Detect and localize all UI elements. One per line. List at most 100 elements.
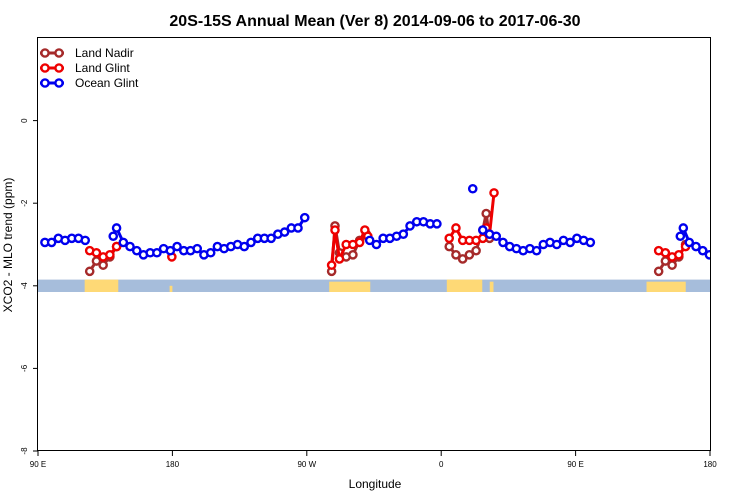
data-point — [713, 249, 720, 256]
y-tick-label: -2 — [20, 199, 29, 207]
data-point — [152, 247, 162, 258]
data-point — [172, 241, 182, 252]
data-point — [451, 223, 461, 233]
data-point — [266, 233, 276, 244]
data-point — [467, 183, 478, 194]
x-axis: 90 E 180 90 W 0 90 E 180 — [30, 451, 717, 469]
data-point — [131, 245, 142, 256]
data-point — [491, 231, 502, 242]
landmass-strip — [38, 279, 710, 292]
data-point — [293, 223, 303, 233]
y-tick-label: 0 — [20, 118, 29, 123]
data-point — [667, 260, 677, 270]
y-axis-label: XCO2 - MLO trend (ppm) — [1, 178, 15, 313]
data-point — [471, 245, 481, 256]
land-area — [84, 279, 119, 292]
data-point — [691, 241, 701, 252]
data-point — [279, 227, 290, 237]
land-area — [646, 281, 686, 292]
y-tick-label: -6 — [20, 364, 29, 372]
legend-marker — [54, 48, 64, 58]
data-point — [464, 250, 475, 260]
legend-marker — [54, 63, 64, 73]
data-point — [398, 229, 409, 239]
data-point — [444, 241, 455, 252]
data-point — [108, 231, 119, 242]
x-tick-label: 90 E — [567, 460, 583, 469]
series-ocean-glint — [40, 183, 740, 260]
data-point — [165, 245, 176, 256]
series-land-glint — [84, 188, 691, 270]
data-point — [675, 231, 686, 242]
data-point — [678, 223, 689, 233]
chart-title: 20S-15S Annual Mean (Ver 8) 2014-09-06 t… — [169, 13, 580, 30]
data-point — [299, 212, 310, 223]
data-point — [489, 188, 499, 198]
data-point — [326, 260, 337, 270]
data-point — [192, 243, 203, 254]
data-point — [246, 237, 256, 248]
data-point — [80, 235, 91, 246]
data-point — [733, 247, 740, 254]
data-point — [684, 237, 695, 248]
legend-label: Land Nadir — [75, 46, 134, 60]
land-area — [329, 281, 371, 292]
land-area — [446, 279, 483, 292]
data-point — [432, 219, 442, 229]
data-point — [405, 221, 415, 231]
data-point — [91, 247, 102, 258]
data-point — [726, 245, 733, 252]
legend-marker — [54, 78, 64, 88]
series-layer — [40, 183, 740, 277]
data-point — [697, 245, 708, 256]
data-point — [371, 239, 382, 250]
data-point — [84, 266, 95, 277]
y-axis: 0 -2 -4 -6 -8 — [20, 118, 38, 455]
legend-item: Land Glint — [40, 61, 130, 75]
x-tick-label: 90 E — [30, 460, 46, 469]
data-point — [98, 260, 108, 270]
x-tick-label: 180 — [703, 460, 717, 469]
x-axis-label: Longitude — [349, 477, 402, 491]
data-point — [205, 247, 216, 258]
data-point — [111, 223, 122, 233]
data-point — [585, 237, 596, 248]
data-point — [451, 250, 461, 260]
x-tick-label: 0 — [439, 460, 444, 469]
legend-marker — [40, 48, 50, 58]
y-tick-label: -4 — [20, 282, 29, 290]
x-tick-label: 180 — [166, 460, 180, 469]
data-point — [531, 245, 542, 256]
data-point — [653, 266, 664, 277]
data-point — [111, 241, 122, 252]
data-point — [334, 254, 345, 264]
legend-item: Ocean Glint — [40, 76, 139, 90]
data-point — [660, 247, 671, 258]
data-point — [364, 235, 375, 246]
ocean-band — [38, 279, 710, 292]
legend-label: Land Glint — [75, 61, 130, 75]
data-point — [354, 237, 365, 248]
data-point — [478, 225, 488, 235]
data-point — [348, 250, 358, 260]
data-point — [498, 237, 508, 248]
data-point — [239, 241, 250, 252]
legend-label: Ocean Glint — [75, 76, 139, 90]
legend-marker — [40, 63, 50, 73]
plot-frame — [37, 37, 711, 451]
legend-marker — [40, 78, 50, 88]
data-point — [674, 250, 684, 260]
land-area — [169, 285, 173, 292]
data-point — [551, 239, 562, 250]
data-point — [125, 241, 135, 252]
data-point — [46, 237, 57, 248]
data-point — [704, 250, 710, 260]
data-point — [444, 233, 455, 244]
data-point — [457, 254, 468, 264]
data-point — [481, 208, 491, 219]
land-area — [489, 281, 494, 292]
data-point — [719, 249, 726, 256]
data-point — [118, 237, 129, 248]
